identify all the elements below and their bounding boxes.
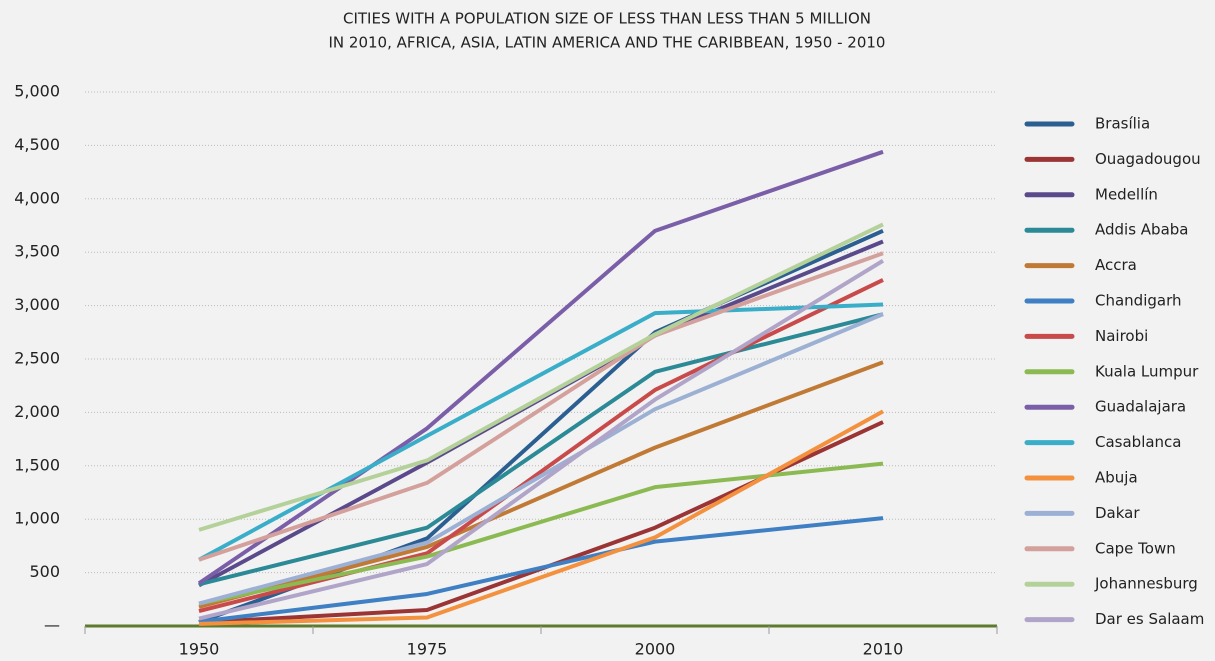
series-line: [198, 251, 884, 562]
y-tick-label: 5,000: [14, 82, 60, 101]
x-tick-label: 1950: [179, 640, 220, 659]
x-tick-label: 2000: [635, 640, 676, 659]
series-line: [198, 312, 884, 606]
series-line: [198, 278, 884, 613]
legend-label: Cape Town: [1095, 539, 1176, 557]
y-tick-label: 500: [29, 562, 60, 581]
x-tick-label: 1975: [407, 640, 448, 659]
series-line: [198, 312, 884, 587]
legend-label: Chandigarh: [1095, 292, 1182, 310]
legend-label: Medellín: [1095, 185, 1158, 203]
legend-label: Dakar: [1095, 504, 1140, 522]
legend-label: Guadalajara: [1095, 398, 1186, 416]
series-line: [198, 360, 884, 609]
legend-label: Addis Ababa: [1095, 221, 1188, 239]
legend-label: Accra: [1095, 256, 1137, 274]
y-tick-label: 1,500: [14, 455, 60, 474]
series-line: [198, 302, 884, 562]
chart-title: CITIES WITH A POPULATION SIZE OF LESS TH…: [343, 10, 871, 28]
series-line: [198, 222, 884, 532]
y-tick-label: 2,500: [14, 349, 60, 368]
x-tick-label: 2010: [863, 640, 904, 659]
y-tick-label: 1,000: [14, 509, 60, 528]
series-line: [198, 259, 885, 621]
y-tick-label: 4,000: [14, 188, 60, 207]
legend-label: Dar es Salaam: [1095, 610, 1204, 628]
legend-label: Kuala Lumpur: [1095, 362, 1199, 380]
y-tick-label: 3,000: [14, 295, 60, 314]
y-tick-label: 3,500: [14, 242, 60, 261]
legend-label: Abuja: [1095, 469, 1138, 487]
y-tick-label: 2,000: [14, 402, 60, 421]
y-tick-label: —: [44, 616, 60, 635]
series-line: [198, 516, 884, 624]
legend-label: Ouagadougou: [1095, 150, 1201, 168]
legend-label: Brasília: [1095, 115, 1150, 133]
legend-label: Johannesburg: [1094, 575, 1198, 593]
series-line: [198, 409, 884, 626]
y-tick-label: 4,500: [14, 135, 60, 154]
chart-title: IN 2010, AFRICA, ASIA, LATIN AMERICA AND…: [329, 34, 886, 52]
series-line: [197, 149, 884, 585]
legend-label: Nairobi: [1095, 327, 1148, 345]
legend-label: Casablanca: [1095, 433, 1182, 451]
